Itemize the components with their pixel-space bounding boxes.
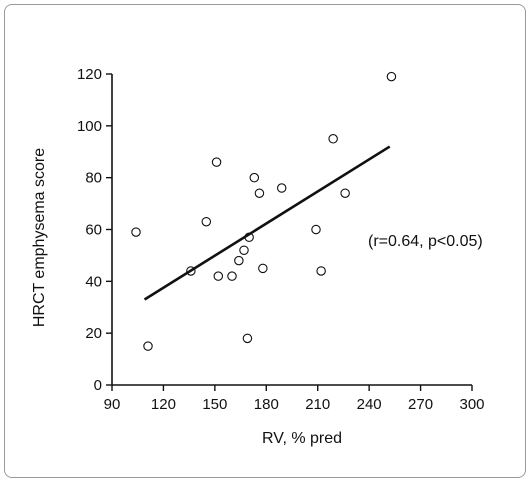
data-point (386, 71, 397, 82)
y-tick-label: 120 (77, 66, 102, 83)
x-tick-label: 90 (104, 396, 121, 413)
data-point (234, 255, 244, 266)
y-axis-title: HRCT emphysema score (31, 148, 48, 327)
data-point (328, 134, 338, 144)
regression-line (143, 145, 391, 301)
regression-line-group (143, 145, 391, 301)
data-point (242, 333, 253, 344)
x-tick-label: 240 (357, 396, 382, 413)
ticks: 90 120 150 180 210 240 270 300 0 20 40 60 80 100 120 (77, 66, 485, 413)
x-tick-label: 120 (151, 396, 176, 413)
data-point (131, 227, 141, 237)
data-point (311, 224, 321, 235)
correlation-annotation: (r=0.64, p<0.05) (368, 233, 483, 250)
figure-frame (4, 4, 526, 478)
data-point (239, 245, 249, 255)
y-tick-label: 60 (85, 222, 102, 239)
data-point (227, 271, 237, 281)
x-tick-label: 300 (459, 396, 484, 413)
data-point (276, 183, 287, 193)
x-axis-title: RV, % pred (262, 430, 342, 447)
data-point (211, 157, 222, 167)
data-point (201, 216, 212, 227)
y-tick-label: 100 (77, 118, 102, 135)
data-points (131, 71, 397, 351)
data-point (254, 188, 265, 198)
data-point (258, 263, 268, 274)
y-tick-label: 40 (85, 273, 102, 290)
data-point (340, 188, 350, 198)
x-tick-label: 210 (305, 396, 330, 413)
x-tick-label: 150 (202, 396, 227, 413)
data-point (249, 172, 260, 183)
data-point (213, 271, 224, 281)
y-tick-label: 80 (85, 170, 102, 187)
y-tick-label: 20 (85, 325, 102, 342)
y-tick-label: 0 (94, 377, 102, 394)
axes (111, 74, 472, 386)
data-point (316, 266, 326, 276)
x-tick-label: 270 (408, 396, 433, 413)
data-point (143, 341, 153, 351)
x-tick-label: 180 (254, 396, 279, 413)
